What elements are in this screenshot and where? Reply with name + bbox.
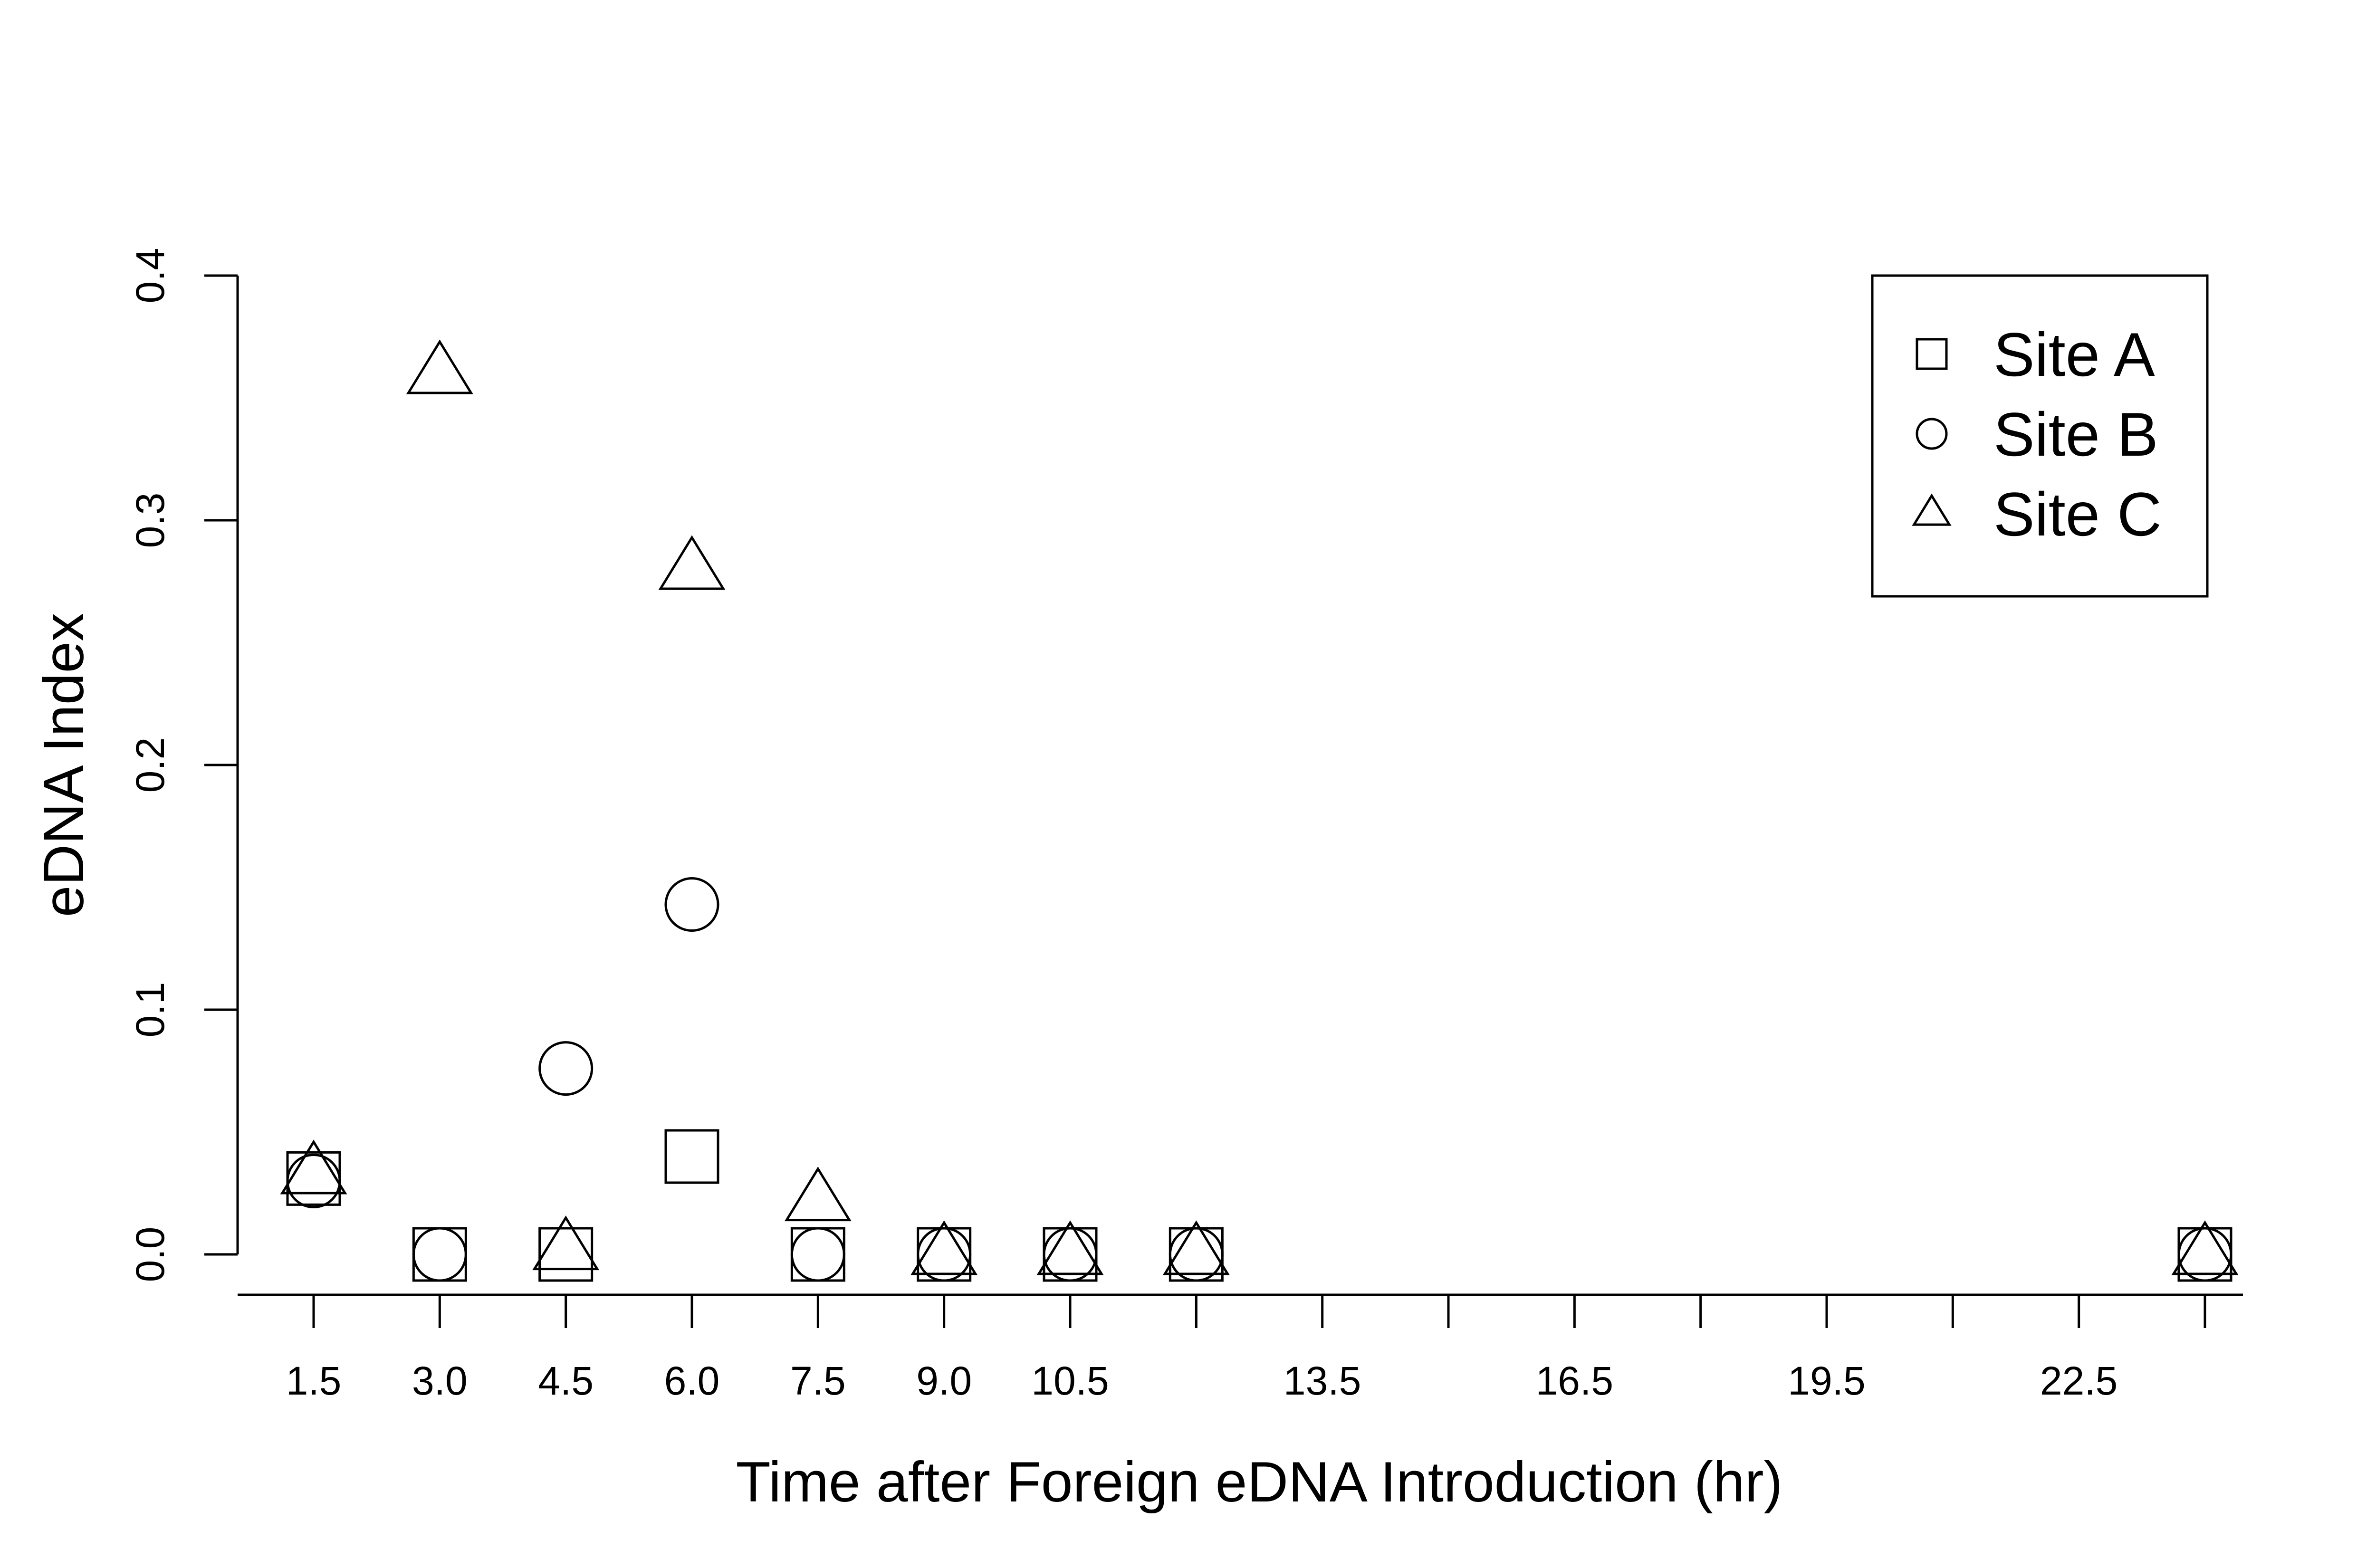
data-point-triangle [532, 1215, 600, 1271]
legend-marker-square [1916, 338, 1948, 370]
legend: Site A Site B Site C [1871, 274, 2209, 598]
legend-label: Site A [1993, 320, 2155, 389]
y-tick-label: 0.4 [128, 248, 172, 304]
legend-marker-triangle [1912, 493, 1952, 526]
data-point-circle [1169, 1227, 1224, 1282]
data-point-triangle [658, 535, 726, 590]
legend-marker-circle [1916, 418, 1948, 450]
x-tick-label: 6.0 [664, 1358, 720, 1403]
legend-items: Site A Site B Site C [1912, 320, 2162, 549]
x-tick-label: 7.5 [790, 1358, 846, 1403]
data-point-triangle [784, 1166, 852, 1222]
x-tick-label: 16.5 [1536, 1358, 1614, 1403]
x-tick-label: 19.5 [1788, 1358, 1866, 1403]
data-point-triangle [1036, 1220, 1104, 1275]
y-axis: 0.0 0.1 0.2 0.3 0.4 [128, 248, 239, 1282]
data-point-triangle [406, 339, 473, 394]
legend-label: Site C [1993, 479, 2162, 549]
data-point-circle [286, 1154, 341, 1208]
data-point-circle [790, 1227, 845, 1282]
data-point-circle [2177, 1227, 2232, 1282]
legend-box [1871, 274, 2209, 598]
y-tick-label: 0.0 [128, 1227, 172, 1282]
series-triangle [280, 339, 2239, 1275]
x-axis-title: Time after Foreign eDNA Introduction (hr… [736, 1450, 1782, 1514]
data-point-square [538, 1227, 594, 1282]
x-tick-label: 13.5 [1284, 1358, 1361, 1403]
data-point-circle [412, 1227, 467, 1282]
y-axis-title: eDNA Index [32, 613, 96, 917]
y-tick-label: 0.3 [128, 493, 172, 548]
x-tick-label: 1.5 [286, 1358, 342, 1403]
x-tick-label: 22.5 [2040, 1358, 2118, 1403]
data-point-triangle [1162, 1220, 1230, 1275]
data-point-circle [1043, 1227, 1098, 1282]
x-tick-label: 9.0 [916, 1358, 972, 1403]
data-point-triangle [280, 1139, 347, 1195]
x-tick-label: 10.5 [1031, 1358, 1109, 1403]
x-tick-label: 3.0 [412, 1358, 468, 1403]
data-point-circle [917, 1227, 972, 1282]
data-point-triangle [910, 1220, 978, 1275]
data-point-triangle [2171, 1220, 2239, 1275]
data-point-circle [538, 1041, 594, 1096]
x-axis: 1.5 3.0 4.5 6.0 7.5 9.0 10.5 13.5 16.5 19.5 22.5 [238, 1293, 2243, 1403]
legend-label: Site B [1993, 400, 2158, 469]
data-point-square [664, 1129, 719, 1184]
data-point-circle [664, 877, 719, 932]
data-points [280, 339, 2239, 1282]
y-tick-label: 0.1 [128, 982, 172, 1038]
series-circle [286, 877, 2232, 1282]
y-tick-label: 0.2 [128, 737, 172, 793]
x-tick-label: 4.5 [538, 1358, 594, 1403]
